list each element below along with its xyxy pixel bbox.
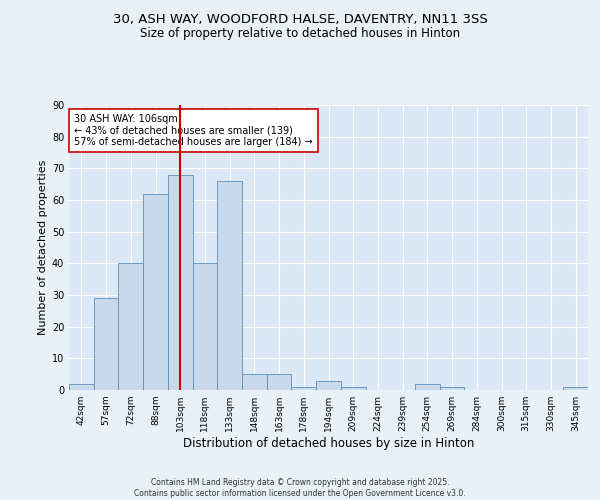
Bar: [415, 384, 440, 390]
Text: Size of property relative to detached houses in Hinton: Size of property relative to detached ho…: [140, 28, 460, 40]
Bar: [69, 384, 94, 390]
Bar: [242, 374, 267, 390]
Bar: [143, 194, 168, 390]
Text: 30, ASH WAY, WOODFORD HALSE, DAVENTRY, NN11 3SS: 30, ASH WAY, WOODFORD HALSE, DAVENTRY, N…: [113, 12, 487, 26]
Bar: [94, 298, 118, 390]
Text: 30 ASH WAY: 106sqm
← 43% of detached houses are smaller (139)
57% of semi-detach: 30 ASH WAY: 106sqm ← 43% of detached hou…: [74, 114, 313, 147]
Bar: [316, 380, 341, 390]
Bar: [193, 264, 217, 390]
Bar: [168, 174, 193, 390]
Bar: [267, 374, 292, 390]
Bar: [118, 264, 143, 390]
Bar: [341, 387, 365, 390]
Bar: [440, 387, 464, 390]
X-axis label: Distribution of detached houses by size in Hinton: Distribution of detached houses by size …: [183, 437, 474, 450]
Bar: [292, 387, 316, 390]
Bar: [217, 181, 242, 390]
Bar: [563, 387, 588, 390]
Y-axis label: Number of detached properties: Number of detached properties: [38, 160, 47, 335]
Text: Contains HM Land Registry data © Crown copyright and database right 2025.
Contai: Contains HM Land Registry data © Crown c…: [134, 478, 466, 498]
